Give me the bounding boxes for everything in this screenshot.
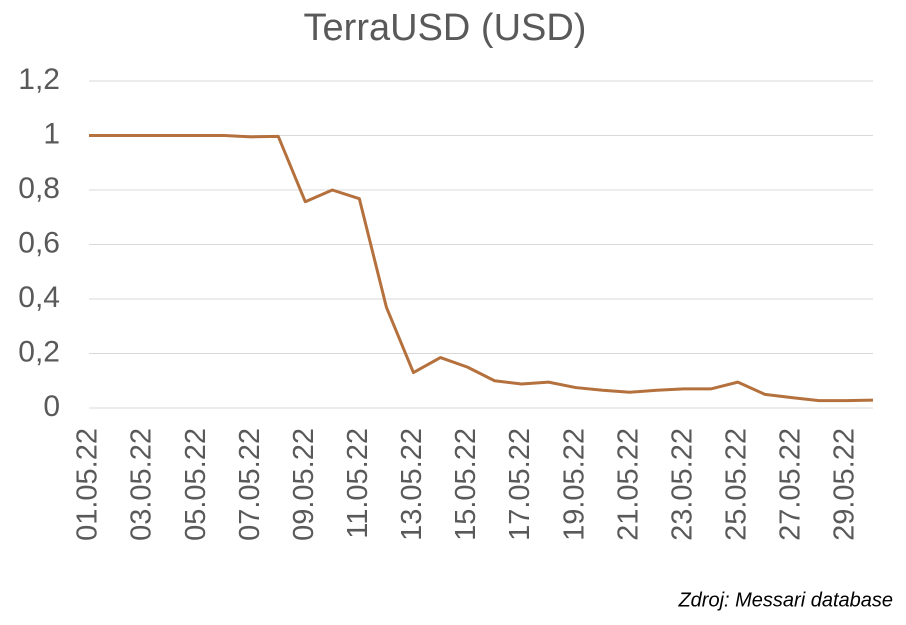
y-tick-label: 0,4 xyxy=(18,281,60,314)
data-line xyxy=(89,134,874,403)
x-tick-label: 17.05.22 xyxy=(504,428,536,541)
y-tick-label: 0 xyxy=(43,390,60,423)
x-tick-label: 03.05.22 xyxy=(126,428,158,541)
x-tick-label: 19.05.22 xyxy=(558,428,590,541)
x-tick-label: 25.05.22 xyxy=(720,428,752,541)
x-tick-label: 13.05.22 xyxy=(396,428,428,541)
x-tick-label: 21.05.22 xyxy=(612,428,644,541)
y-tick-label: 0,2 xyxy=(18,335,60,368)
x-tick-label: 27.05.22 xyxy=(775,428,807,541)
y-tick-label: 0,8 xyxy=(18,172,60,205)
x-tick-label: 29.05.22 xyxy=(829,428,861,541)
source-note: Zdroj: Messari database xyxy=(677,589,893,611)
x-tick-label: 01.05.22 xyxy=(72,428,104,541)
x-tick-label: 05.05.22 xyxy=(180,428,212,541)
y-tick-label: 1 xyxy=(43,117,60,150)
chart-title: TerraUSD (USD) xyxy=(304,7,587,49)
y-tick-label: 0,6 xyxy=(18,226,60,259)
x-tick-label: 23.05.22 xyxy=(666,428,698,541)
x-tick-label: 15.05.22 xyxy=(450,428,482,541)
x-tick-label: 11.05.22 xyxy=(342,428,374,539)
x-tick-label: 07.05.22 xyxy=(234,428,266,541)
y-tick-label: 1,2 xyxy=(18,63,60,96)
x-tick-label: 09.05.22 xyxy=(288,428,320,541)
